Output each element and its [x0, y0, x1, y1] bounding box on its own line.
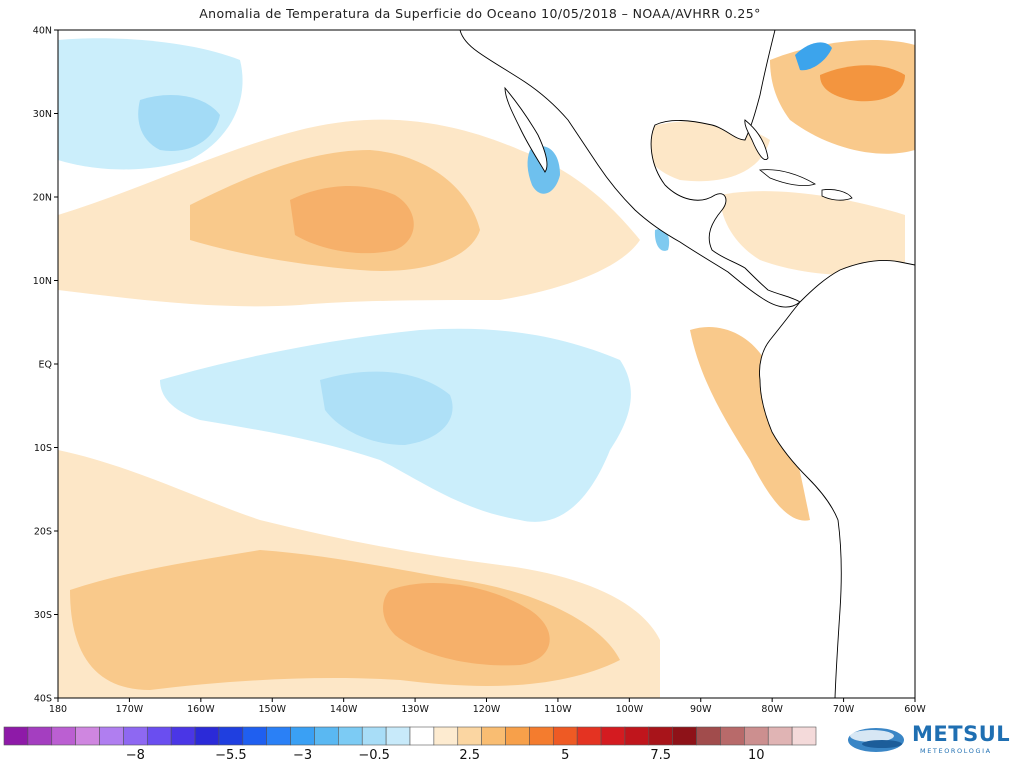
colorbar-swatch — [767, 726, 793, 746]
colorbar-swatch — [576, 726, 602, 746]
colorbar-swatch — [338, 726, 363, 746]
lat-tick-label: 10S — [34, 443, 52, 454]
land-layer — [459, 30, 915, 698]
south-america-land — [759, 259, 915, 698]
hispaniola — [821, 189, 853, 201]
colorbar-swatch — [146, 726, 172, 746]
lat-tick-label: 30S — [34, 610, 52, 621]
north-america-land — [459, 30, 801, 308]
longitude-axis: 180 170W 160W 150W 140W 130W 120W 110W 100W 90W 80… — [49, 698, 926, 715]
colorbar-swatch — [361, 726, 387, 746]
colorbar-swatch — [744, 726, 769, 746]
colorbar-swatch — [696, 726, 721, 746]
metsul-logo: METSUL METEOROLOGIA — [842, 718, 1012, 762]
lon-tick-label: 80W — [761, 704, 783, 715]
colorbar-swatch — [600, 726, 626, 746]
colorbar-swatch — [51, 726, 76, 746]
colorbar-swatch — [194, 726, 220, 746]
colorbar-boxes — [3, 726, 817, 746]
colorbar-swatch — [99, 726, 124, 746]
colorbar-label: 7.5 — [650, 748, 671, 763]
latitude-axis: 40N 30N 20N 10N EQ 10S 20S 30S 40S — [33, 26, 58, 705]
warm-core-atlantic — [820, 65, 905, 102]
colorbar-swatch — [123, 726, 148, 746]
colorbar-swatch — [75, 726, 100, 746]
colorbar-label: 5 — [561, 748, 569, 763]
lat-tick-label: 30N — [33, 109, 52, 120]
colorbar-swatch — [290, 726, 315, 746]
lon-tick-label: 110W — [544, 704, 572, 715]
colorbar-swatch — [242, 726, 268, 746]
colorbar-swatch — [3, 726, 29, 746]
warm-region-peru-coast — [690, 326, 810, 521]
lon-tick-label: 90W — [690, 704, 712, 715]
colorbar-swatch — [552, 726, 578, 746]
lon-tick-label: 160W — [187, 704, 215, 715]
lon-tick-label: 170W — [116, 704, 144, 715]
colorbar-label: −0.5 — [358, 748, 390, 763]
lon-tick-label: 70W — [833, 704, 855, 715]
lat-tick-label: EQ — [39, 360, 52, 371]
lat-tick-label: 40S — [34, 694, 52, 705]
colorbar-swatch — [170, 726, 196, 746]
colorbar-swatch — [672, 726, 697, 746]
logo-text: METSUL — [912, 722, 1011, 746]
colorbar-swatch — [720, 726, 745, 746]
cool-spot-central-america — [654, 229, 670, 251]
lat-tick-label: 20N — [33, 193, 52, 204]
cool-spot-atlantic-coast — [795, 42, 832, 71]
colorbar-swatch — [648, 726, 674, 746]
colorbar-swatch — [624, 726, 650, 746]
cuba — [758, 169, 816, 186]
lon-tick-label: 150W — [258, 704, 286, 715]
colorbar-swatch — [433, 726, 459, 746]
colorbar-swatch — [457, 726, 482, 746]
warm-hot-north-pacific — [290, 185, 414, 254]
florida — [744, 119, 769, 160]
colorbar-label: 10 — [748, 748, 765, 763]
baja-california — [504, 86, 548, 173]
colorbar-label: −5.5 — [215, 748, 247, 763]
anomaly-layer — [58, 38, 915, 698]
cool-core-equatorial — [320, 371, 453, 445]
lon-tick-label: 180 — [49, 704, 67, 715]
lon-tick-label: 100W — [616, 704, 644, 715]
colorbar-labels: −8 −5.5 −3 −0.5 2.5 5 7.5 10 — [126, 748, 765, 763]
lon-tick-label: 120W — [473, 704, 501, 715]
logo-subtitle: METEOROLOGIA — [920, 747, 992, 755]
colorbar-swatch — [409, 726, 435, 746]
lat-tick-label: 10N — [33, 276, 52, 287]
colorbar-swatch — [266, 726, 291, 746]
colorbar-swatch — [385, 726, 411, 746]
colorbar-swatch — [481, 726, 506, 746]
map-title: Anomalia de Temperatura da Superficie do… — [199, 6, 761, 21]
lon-tick-label: 130W — [401, 704, 429, 715]
colorbar-swatch — [218, 726, 244, 746]
lat-tick-label: 20S — [34, 527, 52, 538]
lat-tick-label: 40N — [33, 26, 52, 37]
globe-icon — [848, 728, 904, 752]
warm-hot-south-pacific — [383, 582, 550, 666]
lon-tick-label: 140W — [330, 704, 358, 715]
colorbar-swatch — [791, 726, 817, 746]
colorbar-swatch — [27, 726, 53, 746]
colorbar-swatch — [314, 726, 339, 746]
lon-tick-label: 60W — [904, 704, 926, 715]
colorbar-swatch — [505, 726, 530, 746]
colorbar-label: −8 — [126, 748, 145, 763]
warm-region-caribbean — [720, 191, 905, 276]
colorbar-label: −3 — [293, 748, 312, 763]
colorbar-swatch — [529, 726, 554, 746]
colorbar-label: 2.5 — [459, 748, 480, 763]
cool-core-northwest — [138, 95, 220, 151]
